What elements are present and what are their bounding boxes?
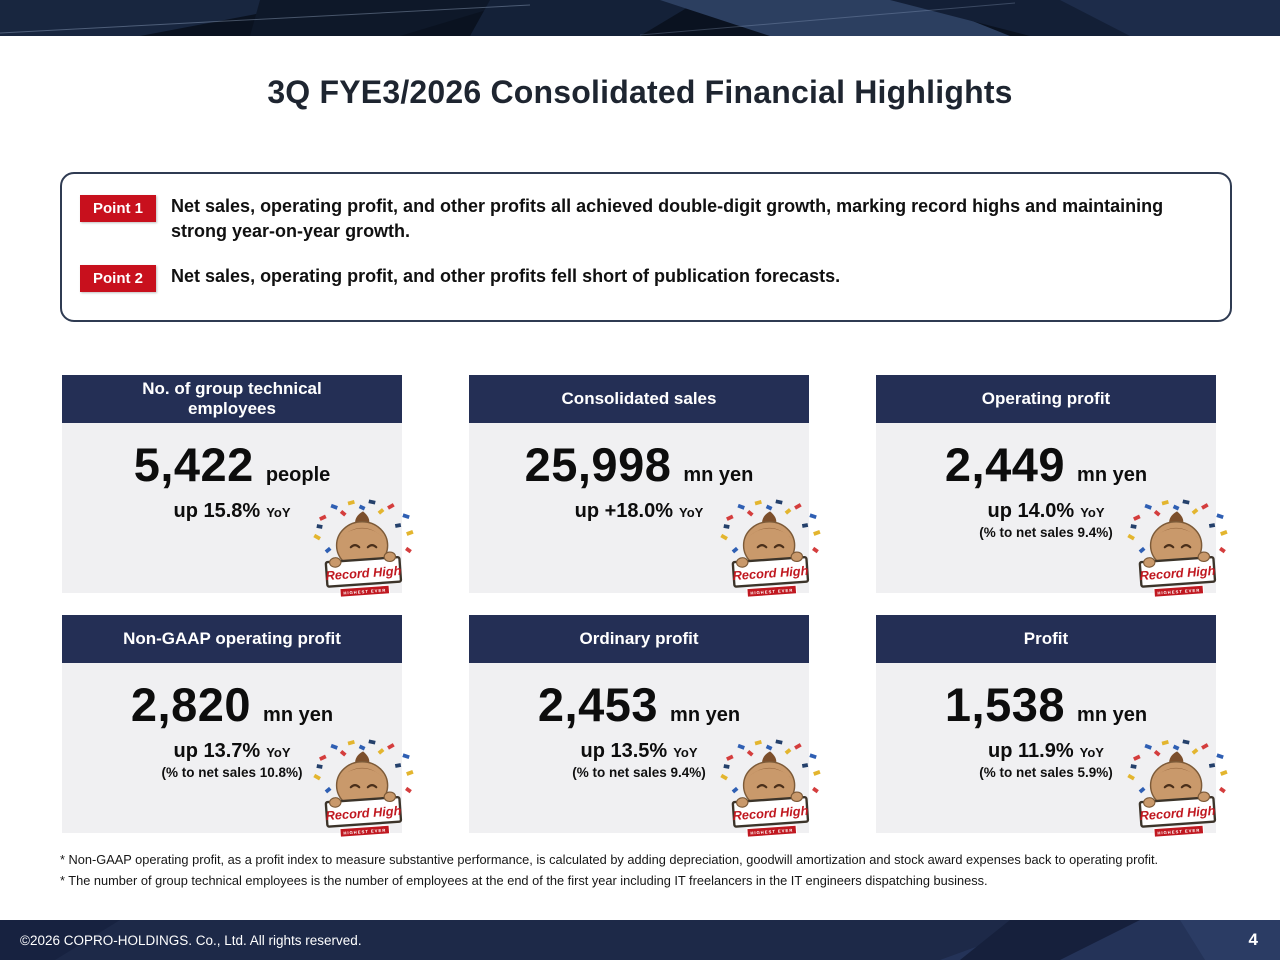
metric-card-body: 5,422 people up 15.8% YoY (62, 423, 402, 593)
metric-unit: mn yen (670, 704, 741, 726)
page-title: 3Q FYE3/2026 Consolidated Financial High… (267, 74, 1013, 110)
metric-value: 5,422 (133, 438, 254, 491)
metric-value-line: 5,422 people (62, 437, 402, 492)
record-high-mascot-icon (312, 499, 416, 605)
metric-yoy-label: YoY (673, 745, 698, 760)
metric-change: up 11.9% (988, 740, 1074, 762)
metric-card-header: Ordinary profit (469, 615, 809, 663)
metric-card-header: Consolidated sales (469, 375, 809, 423)
metric-card-header: Non-GAAP operating profit (62, 615, 402, 663)
metric-card-profit: Profit 1,538 mn yen up 11.9% YoY (% to n… (876, 615, 1216, 833)
metric-change-line: up 15.8% YoY (62, 500, 402, 523)
point-2-badge: Point 2 (80, 265, 157, 293)
record-high-mascot-icon (1126, 499, 1230, 605)
copyright-text: ©2026 COPRO-HOLDINGS. Co., Ltd. All righ… (20, 932, 362, 948)
metric-change: up 15.8% (173, 500, 261, 522)
metric-note: (% to net sales 5.9%) (979, 765, 1113, 780)
metric-value: 2,453 (537, 678, 659, 731)
metric-change-line: up 11.9% YoY (876, 740, 1216, 763)
metric-value: 2,820 (130, 678, 252, 731)
metric-change-line: up +18.0% YoY (469, 500, 809, 523)
metric-change: up +18.0% (574, 500, 674, 522)
footer-band-decoration (0, 920, 1280, 960)
record-high-mascot-icon (719, 739, 823, 845)
point-1-badge: Point 1 (80, 195, 157, 222)
footnote-employees: * The number of group technical employee… (60, 872, 988, 888)
metric-value-line: 2,453 mn yen (469, 677, 809, 732)
metric-value: 25,998 (524, 438, 672, 491)
metric-yoy-label: YoY (679, 505, 704, 520)
metric-yoy-label: YoY (266, 505, 291, 520)
metric-card-group-technical-employees: No. of group technical employees 5,422 p… (62, 375, 402, 593)
metric-card-ordinary-profit: Ordinary profit 2,453 mn yen up 13.5% Yo… (469, 615, 809, 833)
metric-note: (% to net sales 10.8%) (161, 765, 303, 780)
metric-card-body: 2,453 mn yen up 13.5% YoY (% to net sale… (469, 663, 809, 833)
record-high-mascot-icon (312, 739, 416, 845)
metric-change: up 14.0% (987, 500, 1075, 522)
metric-unit: mn yen (683, 464, 754, 486)
point-2-row: Point 2 Net sales, operating profit, and… (80, 264, 1212, 293)
metric-value-line: 2,820 mn yen (62, 677, 402, 732)
metric-change: up 13.5% (580, 740, 668, 762)
point-1-row: Point 1 Net sales, operating profit, and… (80, 194, 1212, 244)
metric-note: (% to net sales 9.4%) (979, 525, 1113, 540)
metric-change-line: up 13.7% YoY (62, 740, 402, 763)
metrics-grid: No. of group technical employees 5,422 p… (62, 375, 1216, 833)
point-2-text: Net sales, operating profit, and other p… (171, 266, 841, 287)
record-high-mascot-icon (1126, 739, 1230, 845)
metric-card-consolidated-sales: Consolidated sales 25,998 mn yen up +18.… (469, 375, 809, 593)
footnotes: * Non-GAAP operating profit, as a profit… (60, 850, 1158, 891)
metric-card-non-gaap-operating-profit: Non-GAAP operating profit 2,820 mn yen u… (62, 615, 402, 833)
metric-unit: mn yen (263, 704, 334, 726)
metric-unit: mn yen (1077, 704, 1148, 726)
metric-value: 1,538 (944, 678, 1066, 731)
metric-unit: people (265, 464, 331, 486)
metric-change-line: up 13.5% YoY (469, 740, 809, 763)
record-high-mascot-icon (719, 499, 823, 605)
metric-card-body: 25,998 mn yen up +18.0% YoY (469, 423, 809, 593)
metric-change-line: up 14.0% YoY (876, 500, 1216, 523)
metric-card-body: 2,820 mn yen up 13.7% YoY (% to net sale… (62, 663, 402, 833)
metric-card-body: 1,538 mn yen up 11.9% YoY (% to net sale… (876, 663, 1216, 833)
metric-yoy-label: YoY (266, 745, 291, 760)
metric-yoy-label: YoY (1080, 505, 1105, 520)
metric-card-body: 2,449 mn yen up 14.0% YoY (% to net sale… (876, 423, 1216, 593)
page-number: 4 (1248, 930, 1258, 949)
metric-card-header: No. of group technical employees (62, 375, 402, 423)
metric-yoy-label: YoY (1079, 745, 1104, 760)
metric-value-line: 25,998 mn yen (469, 437, 809, 492)
point-1-text: Net sales, operating profit, and other p… (171, 196, 1164, 242)
metric-value: 2,449 (944, 438, 1066, 491)
metric-change: up 13.7% (173, 740, 261, 762)
metric-card-operating-profit: Operating profit 2,449 mn yen up 14.0% Y… (876, 375, 1216, 593)
metric-card-header: Operating profit (876, 375, 1216, 423)
metric-card-header: Profit (876, 615, 1216, 663)
footer-bar: ©2026 COPRO-HOLDINGS. Co., Ltd. All righ… (0, 920, 1280, 960)
metric-value-line: 2,449 mn yen (876, 437, 1216, 492)
metric-unit: mn yen (1077, 464, 1148, 486)
top-band-decoration (0, 0, 1280, 36)
metric-value-line: 1,538 mn yen (876, 677, 1216, 732)
footnote-non-gaap: * Non-GAAP operating profit, as a profit… (60, 852, 1159, 867)
metric-note: (% to net sales 9.4%) (572, 765, 706, 780)
key-points-box: Point 1 Net sales, operating profit, and… (60, 172, 1232, 322)
